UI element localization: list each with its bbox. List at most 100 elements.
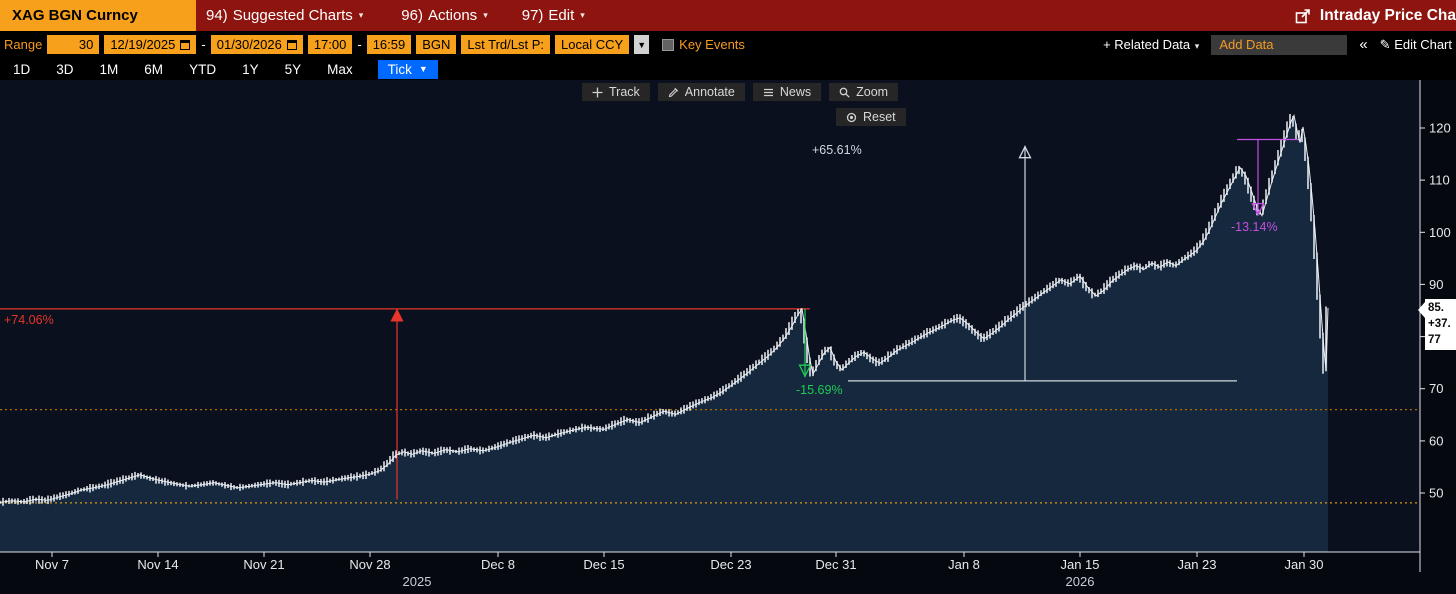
price-source-field[interactable]: BGN xyxy=(416,35,457,54)
y-axis-label: 100 xyxy=(1429,225,1451,240)
x-axis-label: Jan 15 xyxy=(1060,557,1099,572)
measure-annotation: -13.14% xyxy=(1231,138,1298,234)
tab-5y[interactable]: 5Y xyxy=(284,61,302,77)
menu-label: Suggested Charts xyxy=(232,7,353,24)
y-axis-label: 70 xyxy=(1429,381,1443,396)
time-from-input[interactable]: 17:00 xyxy=(307,35,353,54)
range-input[interactable]: 30 xyxy=(47,35,100,54)
key-events-checkbox[interactable] xyxy=(662,38,675,51)
reset-button[interactable]: Reset xyxy=(836,108,906,126)
measure-label: +74.06% xyxy=(4,313,54,327)
measure-arrow-icon xyxy=(798,364,812,378)
last-price-value: 85. xyxy=(1428,302,1444,314)
date-from-input[interactable]: 12/19/2025 xyxy=(104,35,197,54)
range-label: Range xyxy=(4,37,43,52)
menu-label: Edit xyxy=(548,7,575,24)
price-line xyxy=(0,113,1329,503)
date-to-input[interactable]: 01/30/2026 xyxy=(210,35,303,54)
key-events-label: Key Events xyxy=(679,37,745,52)
x-axis-label: Nov 21 xyxy=(243,557,284,572)
titlebar-spacer xyxy=(585,0,1295,31)
related-data-label: + Related Data xyxy=(1103,37,1191,52)
x-axis-label: Jan 8 xyxy=(948,557,980,572)
date-to-value: 01/30/2026 xyxy=(216,37,282,52)
y-axis-label: 120 xyxy=(1429,121,1451,136)
reset-icon xyxy=(846,112,857,122)
menu-suggested-charts[interactable]: 94) Suggested Charts ▾ xyxy=(206,0,363,31)
measure-label: +65.61% xyxy=(812,143,862,157)
chevron-down-icon: ▾ xyxy=(358,10,364,20)
x-axis-label: Dec 15 xyxy=(583,557,624,572)
x-axis-label: Nov 28 xyxy=(349,557,390,572)
magnifier-icon xyxy=(839,87,850,98)
menu-actions[interactable]: 96) Actions ▾ xyxy=(401,0,487,31)
reset-label: Reset xyxy=(863,110,896,124)
add-data-button[interactable]: Add Data xyxy=(1211,34,1348,55)
news-icon xyxy=(763,88,773,96)
collapse-panel-button[interactable]: « xyxy=(1359,36,1368,53)
annotate-button[interactable]: Annotate xyxy=(657,83,745,101)
x-axis-label: Jan 30 xyxy=(1284,557,1323,572)
security-ticker[interactable]: XAG BGN Curncy xyxy=(0,0,196,31)
pencil-icon xyxy=(668,87,678,97)
measure-label: -13.14% xyxy=(1231,220,1278,234)
chart-tools: Track Annotate News Zoom xyxy=(582,83,899,101)
measure-annotation: +74.06% xyxy=(0,308,810,500)
x-axis-label: Nov 14 xyxy=(137,557,178,572)
measure-label: -15.69% xyxy=(796,383,843,397)
tab-6m[interactable]: 6M xyxy=(144,61,164,77)
tab-1m[interactable]: 1M xyxy=(99,61,119,77)
last-price-change: +37. xyxy=(1428,318,1451,330)
calendar-icon[interactable] xyxy=(180,39,191,50)
date-from-value: 12/19/2025 xyxy=(110,37,176,52)
chart-area[interactable]: +74.06%-15.69%+65.61%-13.14%506070809010… xyxy=(0,80,1456,594)
measure-arrow-icon xyxy=(1251,202,1265,217)
last-price-extra: 77 xyxy=(1428,334,1441,346)
toolbar-right-group: + Related Data ▾ Add Data « ✎ Edit Chart xyxy=(1103,34,1452,55)
title-bar: XAG BGN Curncy 94) Suggested Charts ▾ 96… xyxy=(0,0,1456,31)
tab-tick-dropdown[interactable]: Tick ▼ xyxy=(377,59,438,79)
menu-shortcut: 96) xyxy=(401,7,423,24)
x-axis-label: Nov 7 xyxy=(35,557,69,572)
tab-1y[interactable]: 1Y xyxy=(242,61,259,77)
tab-ytd[interactable]: YTD xyxy=(189,61,217,77)
y-axis-label: 110 xyxy=(1429,173,1450,188)
reset-wrap: Reset xyxy=(836,108,906,128)
menu-edit[interactable]: 97) Edit ▾ xyxy=(522,0,585,31)
tab-3d[interactable]: 3D xyxy=(56,61,74,77)
measure-annotation: +65.61% xyxy=(812,143,1237,382)
calendar-icon[interactable] xyxy=(286,39,297,50)
related-data-button[interactable]: + Related Data ▾ xyxy=(1103,37,1199,52)
pencil-icon: ✎ xyxy=(1379,36,1391,52)
currency-dropdown-arrow-icon[interactable]: ▼ xyxy=(634,35,650,54)
year-label: 2025 xyxy=(403,574,432,589)
news-button[interactable]: News xyxy=(752,83,822,101)
price-chart-svg[interactable]: +74.06%-15.69%+65.61%-13.14%506070809010… xyxy=(0,80,1456,594)
chevron-down-icon: ▾ xyxy=(580,10,585,20)
zoom-button[interactable]: Zoom xyxy=(829,83,899,101)
measure-arrow-icon xyxy=(390,308,404,322)
annotate-label: Annotate xyxy=(684,85,735,99)
price-area-fill xyxy=(0,115,1328,552)
x-axis-label: Dec 23 xyxy=(710,557,751,572)
chevron-down-icon: ▼ xyxy=(418,64,428,74)
menu-label: Actions xyxy=(427,7,478,24)
currency-select[interactable]: Local CCY xyxy=(555,35,630,54)
track-button[interactable]: Track xyxy=(582,83,650,101)
edit-chart-button[interactable]: ✎ Edit Chart xyxy=(1380,37,1452,53)
measure-arrow-icon xyxy=(1018,145,1032,159)
price-type-field[interactable]: Lst Trd/Lst P: xyxy=(461,35,551,54)
y-axis-label: 60 xyxy=(1429,433,1443,448)
date-separator: - xyxy=(201,37,206,52)
popout-icon[interactable] xyxy=(1295,0,1311,31)
tab-max[interactable]: Max xyxy=(327,61,353,77)
period-tab-bar: 1D 3D 1M 6M YTD 1Y 5Y Max Tick ▼ xyxy=(0,58,1456,80)
measure-annotation: -15.69% xyxy=(796,308,843,397)
time-to-input[interactable]: 16:59 xyxy=(366,35,412,54)
menu-shortcut: 97) xyxy=(521,7,544,24)
y-axis-label: 50 xyxy=(1429,486,1443,501)
chevron-down-icon: ▾ xyxy=(483,10,488,20)
x-axis-label: Dec 8 xyxy=(481,557,515,572)
tab-1d[interactable]: 1D xyxy=(13,61,31,77)
track-label: Track xyxy=(609,85,640,99)
